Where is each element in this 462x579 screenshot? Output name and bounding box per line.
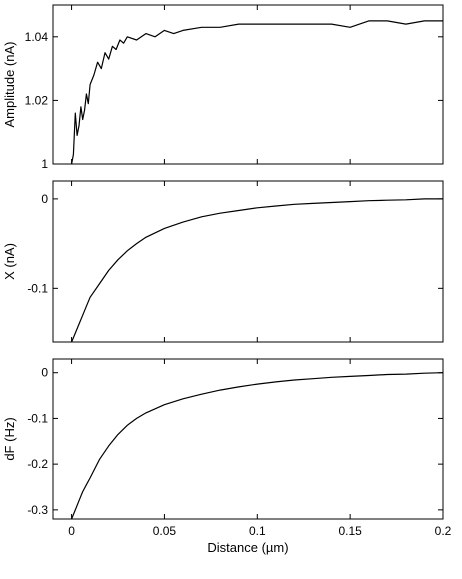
- chart-panel-3: 0 0.05 0.1 0.15 0.2 0 -0.1 -0.2 -0.3 dF (Hz) Dista…: [2, 358, 452, 555]
- y-tick-label: 1: [41, 157, 48, 171]
- chart-panel-1: 1 1.02 1.04 Amplitude (nA): [2, 4, 444, 171]
- plot-frame: [52, 358, 444, 520]
- y-tick-label: -0.1: [27, 281, 48, 295]
- y-tick-label: -0.3: [27, 503, 48, 517]
- y-tick-label: -0.2: [27, 457, 48, 471]
- plot-frame: [52, 180, 444, 343]
- x-tick-label: 0: [68, 524, 75, 538]
- data-line-1: [71, 372, 443, 519]
- y-tick-label: -0.1: [27, 411, 48, 425]
- y-axis-label: X (nA): [2, 243, 17, 280]
- data-line-1: [71, 20, 443, 164]
- x-tick-label: 0.2: [435, 524, 452, 538]
- x-tick-label: 0.15: [338, 524, 362, 538]
- y-axis-label: Amplitude (nA): [2, 42, 17, 128]
- y-tick-label: 1.02: [25, 93, 49, 107]
- y-tick-label: 0: [41, 366, 48, 380]
- x-tick-label: 0.05: [153, 524, 177, 538]
- y-tick-label: 0: [41, 192, 48, 206]
- data-line-1: [71, 198, 443, 342]
- x-axis-label: Distance (µm): [207, 540, 288, 555]
- x-tick-label: 0.1: [249, 524, 266, 538]
- y-axis-label: dF (Hz): [2, 417, 17, 460]
- chart-panel-2: 0 -0.1 X (nA): [2, 180, 444, 343]
- plot-frame: [52, 4, 444, 165]
- y-tick-label: 1.04: [25, 30, 49, 44]
